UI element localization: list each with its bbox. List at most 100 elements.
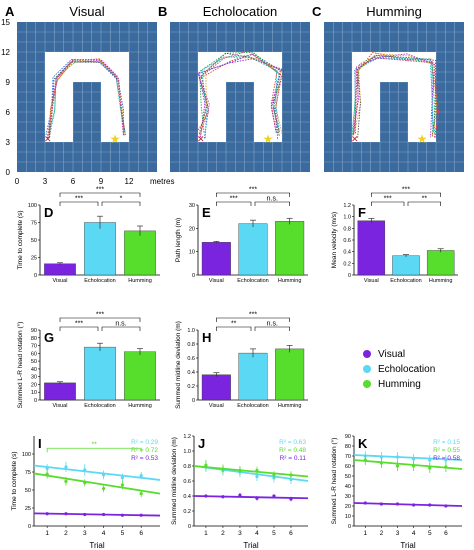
map-x-tick: 3 bbox=[43, 177, 48, 186]
y-axis-label: Summed L-R head rotation (°) bbox=[330, 438, 338, 525]
significance-label: n.s. bbox=[267, 196, 278, 203]
significance-label: *** bbox=[96, 312, 104, 319]
data-point-visual bbox=[64, 512, 68, 516]
panel-letter: B bbox=[158, 4, 167, 19]
bar-visual bbox=[44, 382, 76, 401]
bar-echolocation bbox=[238, 223, 268, 276]
start-marker: ✕ bbox=[197, 134, 205, 144]
data-point-humming bbox=[255, 468, 259, 473]
y-tick-label: 75 bbox=[25, 470, 31, 476]
u-shaped-route bbox=[352, 52, 436, 142]
y-tick-label: 0.2 bbox=[187, 384, 195, 390]
x-axis-label: Trial bbox=[400, 541, 415, 550]
goal-star-icon: ★ bbox=[417, 132, 428, 146]
start-marker: ✕ bbox=[44, 134, 52, 144]
trajectory bbox=[196, 53, 278, 133]
map-y-tick: 3 bbox=[6, 138, 11, 147]
data-point-echolocation bbox=[45, 466, 49, 470]
y-tick-label: 100 bbox=[28, 203, 37, 209]
y-tick-label: 10 bbox=[189, 250, 195, 256]
map-title: Visual bbox=[69, 4, 104, 19]
legend-label: Visual bbox=[378, 349, 405, 360]
x-tick-label: 1 bbox=[45, 530, 49, 537]
y-tick-label: 30 bbox=[345, 494, 351, 500]
y-tick-label: 75 bbox=[31, 221, 37, 227]
y-tick-label: 0.4 bbox=[187, 370, 195, 376]
x-tick-label: 2 bbox=[380, 530, 384, 537]
x-tick-label: 3 bbox=[83, 530, 87, 537]
y-tick-label: 70 bbox=[345, 454, 351, 460]
panel-letter: H bbox=[202, 330, 211, 345]
x-tick-label: 6 bbox=[444, 530, 448, 537]
x-tick-label: 4 bbox=[102, 530, 106, 537]
x-tick-label: Visual bbox=[53, 403, 68, 409]
map-x-tick: 12 bbox=[125, 177, 134, 186]
map-y-tick: 12 bbox=[1, 48, 10, 57]
significance-bracket bbox=[216, 326, 252, 331]
data-point-visual bbox=[120, 513, 124, 517]
r-squared-label: R² = 0.48 bbox=[279, 447, 306, 454]
r-squared-label: R² = 0.53 bbox=[131, 455, 158, 462]
y-tick-label: 70 bbox=[31, 344, 37, 350]
x-tick-label: 4 bbox=[255, 530, 259, 537]
bar-humming bbox=[124, 351, 156, 401]
x-tick-label: Echolocation bbox=[84, 403, 116, 409]
data-point-visual bbox=[45, 512, 49, 516]
y-tick-label: 50 bbox=[31, 238, 37, 244]
data-point-humming bbox=[101, 486, 106, 491]
data-point-echolocation bbox=[395, 455, 400, 459]
trajectory bbox=[351, 56, 434, 137]
u-shaped-route bbox=[45, 52, 129, 142]
bar-humming bbox=[124, 230, 156, 276]
r-squared-label: R² = 0.63 bbox=[279, 439, 306, 446]
panel-letter: F bbox=[358, 205, 366, 220]
y-tick-label: 0 bbox=[192, 398, 195, 404]
significance-label: n.s. bbox=[267, 321, 278, 328]
fit-line-humming bbox=[33, 472, 161, 495]
trajectory bbox=[198, 50, 283, 139]
trajectory bbox=[356, 55, 437, 138]
significance-bracket bbox=[59, 317, 141, 322]
data-point-humming bbox=[379, 461, 384, 465]
significance-bracket bbox=[46, 447, 142, 453]
y-tick-label: 30 bbox=[31, 375, 37, 381]
x-tick-label: 6 bbox=[139, 530, 143, 537]
data-point-visual bbox=[83, 512, 87, 517]
bar-visual bbox=[44, 263, 76, 276]
fit-line-humming bbox=[193, 465, 309, 478]
x-tick-label: 1 bbox=[204, 530, 208, 537]
y-tick-label: 0.6 bbox=[187, 356, 195, 362]
y-tick-label: 0 bbox=[28, 524, 31, 530]
significance-bracket bbox=[371, 192, 441, 197]
data-point-humming bbox=[83, 481, 87, 485]
map-x-tick: 0 bbox=[15, 177, 20, 186]
map-y-tick: 9 bbox=[6, 78, 11, 87]
chart-h: H 0 0.2 0.4 0.6 0.8 1.0 Summed midline deviatio… bbox=[175, 312, 308, 409]
significance-label: *** bbox=[75, 196, 83, 203]
arena-background bbox=[170, 22, 310, 172]
data-point-echolocation bbox=[83, 468, 87, 472]
y-tick-label: 10 bbox=[345, 514, 351, 520]
data-point-visual bbox=[272, 494, 276, 498]
x-tick-label: Humming bbox=[429, 278, 453, 284]
y-tick-label: 20 bbox=[189, 226, 195, 232]
x-tick-label: 1 bbox=[363, 530, 367, 537]
legend-marker-echolocation bbox=[363, 365, 371, 373]
chart-e: E 0 10 20 30 Path length (m) Visual Echolocatio… bbox=[175, 187, 308, 284]
y-tick-label: 20 bbox=[31, 382, 37, 388]
y-tick-label: 60 bbox=[345, 464, 351, 470]
x-tick-label: Humming bbox=[128, 278, 152, 284]
data-point-humming bbox=[289, 473, 293, 477]
y-tick-label: 0.4 bbox=[183, 494, 191, 500]
y-axis-label: Time to complete (s) bbox=[17, 211, 24, 270]
chart-j: J 0 0.2 0.4 0.6 0.8 1.0 1.2 Summed midline devia… bbox=[171, 434, 309, 550]
data-point-echolocation bbox=[428, 458, 432, 462]
significance-bracket bbox=[216, 192, 290, 197]
data-point-visual bbox=[363, 501, 367, 505]
y-tick-label: 0.6 bbox=[183, 479, 191, 485]
significance-label: ** bbox=[422, 196, 428, 203]
data-point-humming bbox=[363, 458, 367, 462]
y-axis-label: Time to complete (s) bbox=[11, 452, 18, 511]
significance-label: *** bbox=[75, 321, 83, 328]
